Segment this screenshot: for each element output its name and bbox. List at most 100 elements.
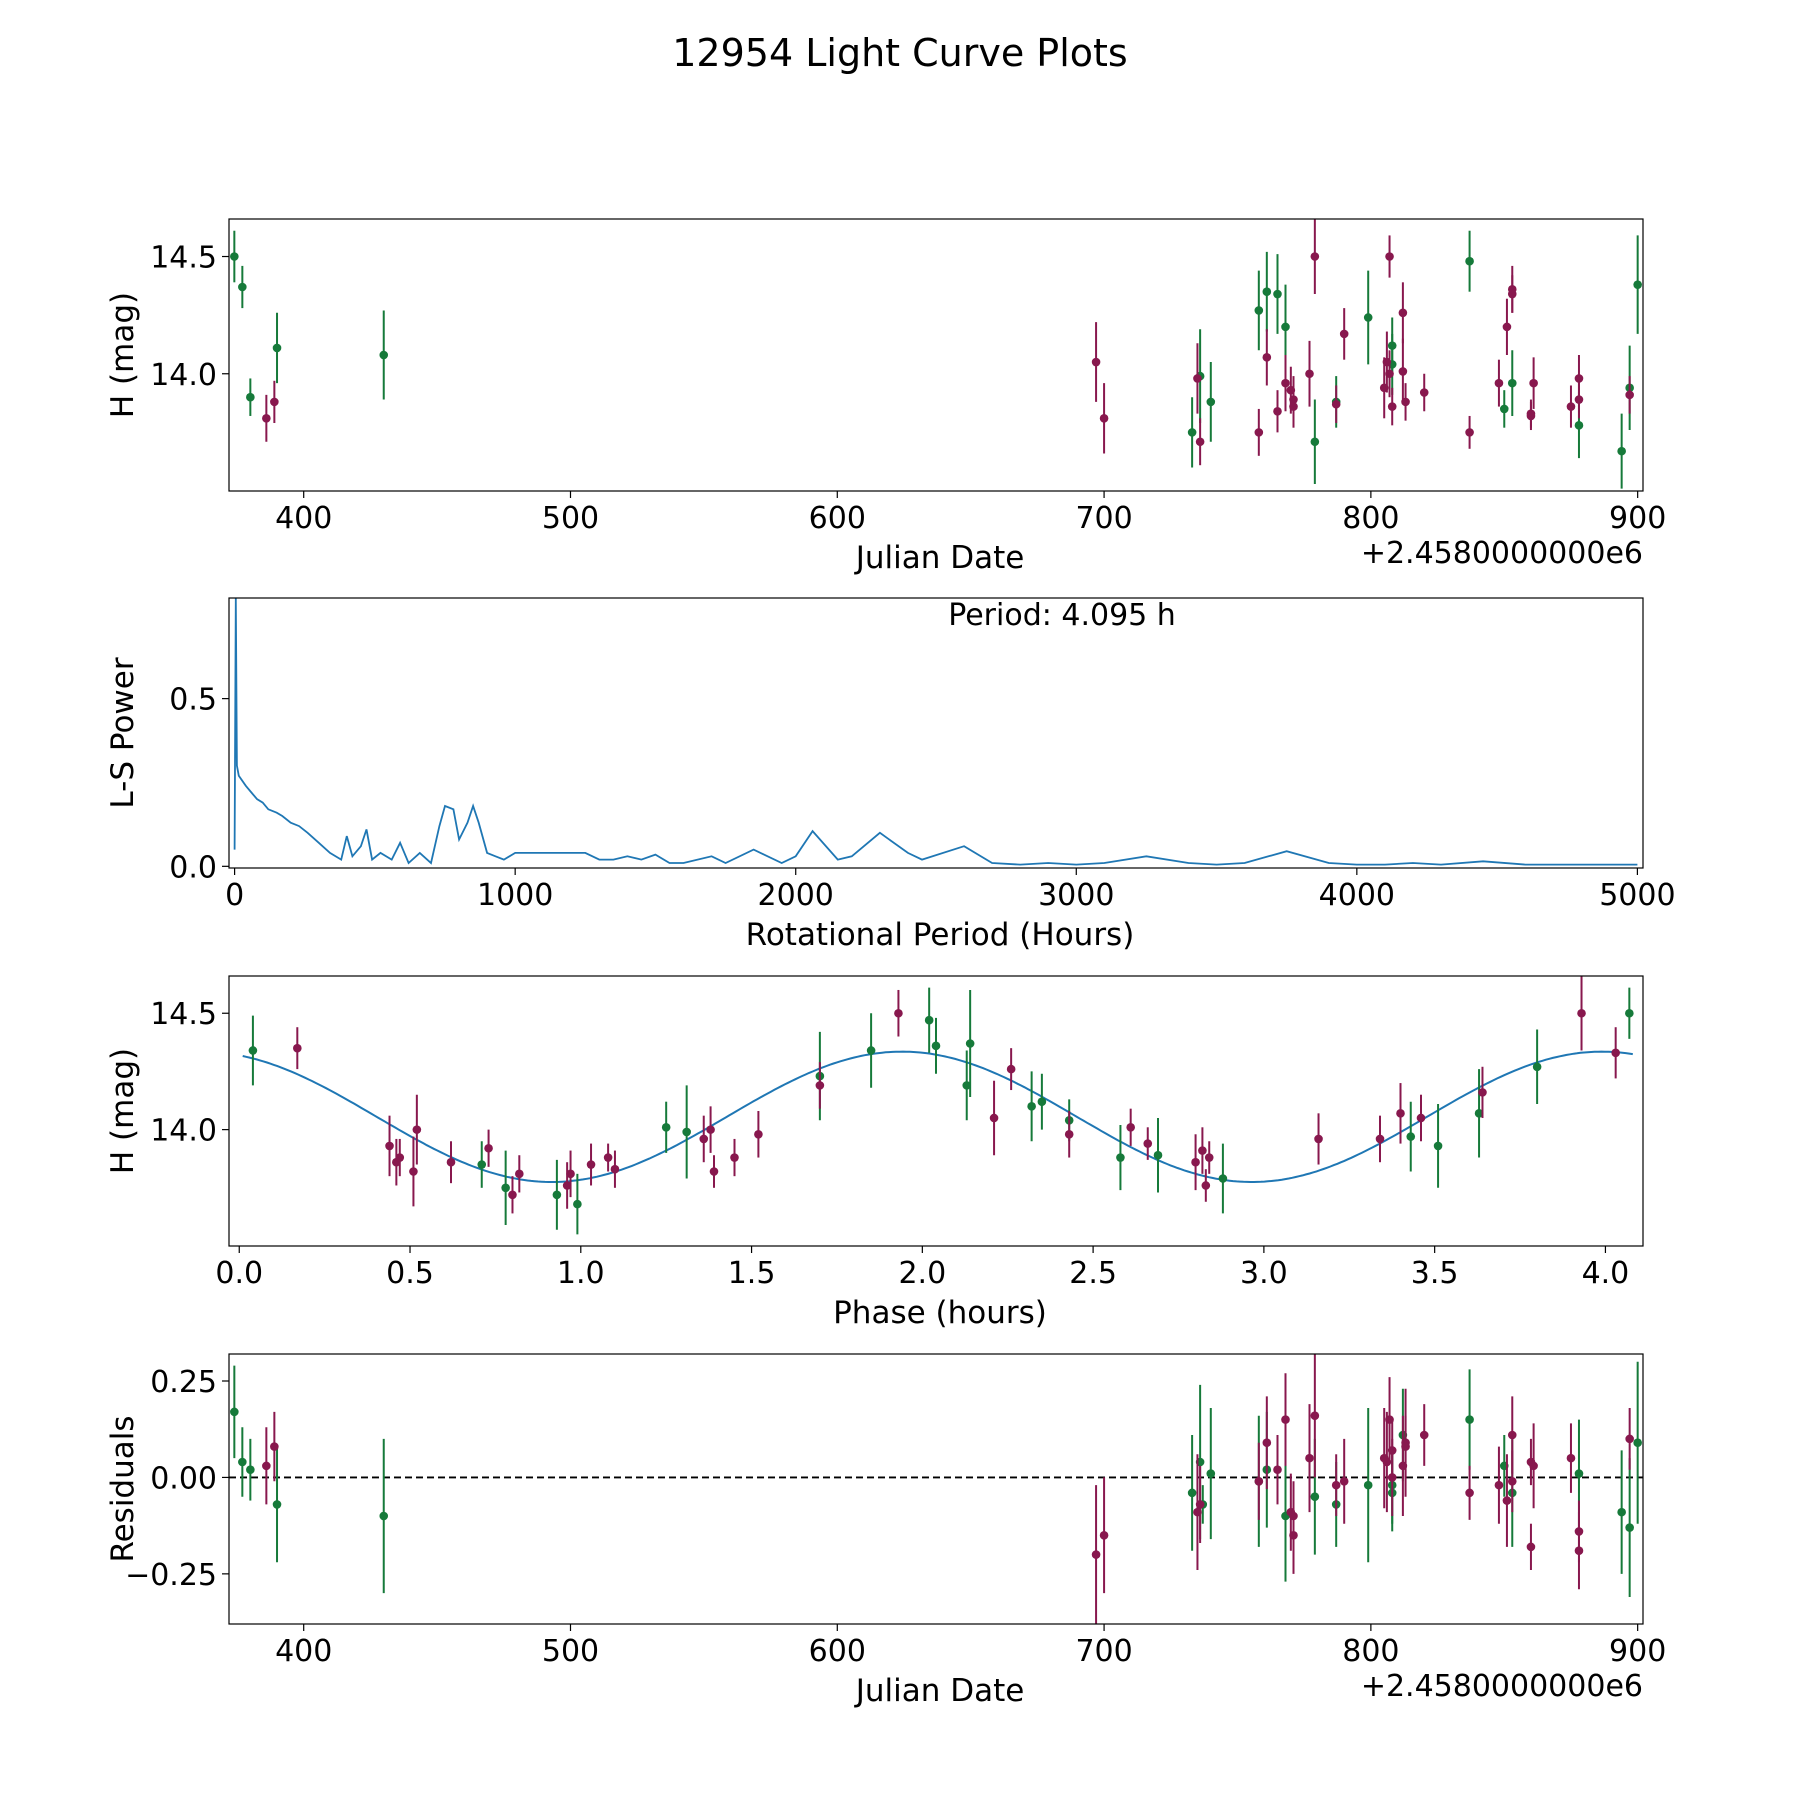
data-point — [1401, 1442, 1410, 1451]
axes-frame — [228, 1353, 1644, 1625]
data-point — [1198, 1146, 1207, 1155]
data-point — [1617, 446, 1626, 456]
data-point — [1289, 402, 1298, 411]
x-tick-label: 4000 — [1319, 878, 1395, 913]
y-tick-label: 0.5 — [169, 683, 217, 718]
data-point — [1064, 1129, 1074, 1139]
x-tick-label: 600 — [809, 1634, 866, 1669]
data-point — [573, 1199, 582, 1209]
data-point — [1339, 1476, 1349, 1486]
x-tick-label: 800 — [1342, 501, 1399, 536]
data-point — [446, 1157, 456, 1167]
data-point — [1153, 1150, 1163, 1160]
x-axis-label: Phase (hours) — [833, 1295, 1047, 1331]
data-point — [1191, 1157, 1200, 1167]
data-point — [1419, 388, 1429, 397]
data-point — [730, 1153, 739, 1162]
data-point — [1143, 1139, 1153, 1148]
data-point — [1116, 1153, 1125, 1162]
data-point — [1433, 1141, 1443, 1151]
series-maroon — [262, 219, 1634, 466]
x-tick-label: 1.0 — [557, 1256, 605, 1291]
data-point — [412, 1125, 422, 1134]
data-point — [1193, 374, 1202, 383]
x-tick-label: 3.5 — [1411, 1256, 1459, 1291]
x-axis-label: Rotational Period (Hours) — [746, 917, 1135, 953]
data-point — [1187, 1488, 1197, 1498]
data-point — [1099, 1530, 1109, 1540]
data-point — [1526, 1542, 1536, 1552]
data-point — [1574, 374, 1584, 383]
data-point — [1574, 421, 1584, 430]
x-axis-label: Julian Date — [854, 1673, 1025, 1709]
x-tick-label: 700 — [1075, 1634, 1132, 1669]
y-tick-label: −0.25 — [125, 1558, 217, 1593]
data-point — [1532, 1062, 1542, 1072]
x-tick-label: 500 — [542, 1634, 599, 1669]
data-point — [1507, 289, 1517, 299]
data-point — [815, 1081, 825, 1090]
data-point — [1363, 313, 1373, 322]
data-point — [1574, 1546, 1584, 1556]
x-tick-label: 600 — [809, 501, 866, 536]
data-point — [1273, 406, 1282, 416]
x-axis-label: Julian Date — [854, 540, 1025, 576]
axes-frame — [228, 597, 1644, 869]
data-point — [661, 1122, 671, 1132]
chart-raw-light-curve: 400 500 600 700 800 900 14.0 14.5 Julian Date H (… — [105, 218, 1666, 576]
y-tick-label: 0.0 — [169, 850, 217, 885]
data-point — [1465, 1415, 1474, 1424]
data-point — [230, 1407, 239, 1417]
data-point — [1201, 1181, 1211, 1190]
data-point — [1281, 1415, 1290, 1424]
data-point — [379, 1511, 389, 1521]
data-point — [1401, 397, 1410, 407]
x-tick-label: 0 — [225, 878, 244, 913]
axes-frame — [228, 975, 1644, 1247]
data-point — [1398, 308, 1408, 318]
data-point — [1499, 404, 1509, 414]
x-tick-label: 2.5 — [1069, 1256, 1117, 1291]
data-point — [1091, 357, 1101, 367]
data-point — [1566, 402, 1576, 411]
data-point — [1254, 428, 1264, 437]
data-point — [409, 1167, 418, 1176]
data-point — [1507, 378, 1517, 388]
x-tick-label: 700 — [1075, 501, 1132, 536]
data-point — [1526, 409, 1536, 418]
data-point — [1006, 1064, 1016, 1074]
data-point — [1387, 402, 1397, 411]
x-tick-label: 500 — [542, 501, 599, 536]
series-green — [248, 987, 1634, 1235]
data-point — [395, 1153, 405, 1162]
data-point — [1529, 378, 1538, 388]
data-point — [1465, 1488, 1474, 1498]
x-tick-label: 400 — [275, 1634, 332, 1669]
data-point — [1363, 1480, 1373, 1490]
x-tick-label: 5000 — [1599, 878, 1675, 913]
y-tick-label: 14.5 — [150, 241, 217, 276]
x-tick-label: 3000 — [1038, 878, 1114, 913]
data-point — [508, 1190, 517, 1200]
data-point — [1126, 1122, 1135, 1132]
data-point — [1305, 1453, 1314, 1463]
x-tick-label: 0.5 — [386, 1256, 434, 1291]
y-tick-label: 14.5 — [150, 997, 217, 1032]
data-point — [1494, 378, 1504, 388]
data-point — [1099, 414, 1109, 423]
data-point — [379, 350, 389, 360]
data-point — [1310, 252, 1320, 261]
data-point — [293, 1043, 302, 1053]
y-tick-label: 0.00 — [150, 1461, 217, 1496]
data-point — [754, 1129, 763, 1139]
data-point — [1310, 437, 1320, 447]
data-point — [1206, 397, 1216, 407]
data-point — [238, 1457, 247, 1467]
data-point — [866, 1046, 876, 1055]
data-point — [1091, 1550, 1101, 1559]
data-point — [1507, 1430, 1517, 1440]
data-point — [1633, 1438, 1642, 1448]
x-tick-label: 1.5 — [728, 1256, 776, 1291]
data-point — [709, 1167, 719, 1176]
